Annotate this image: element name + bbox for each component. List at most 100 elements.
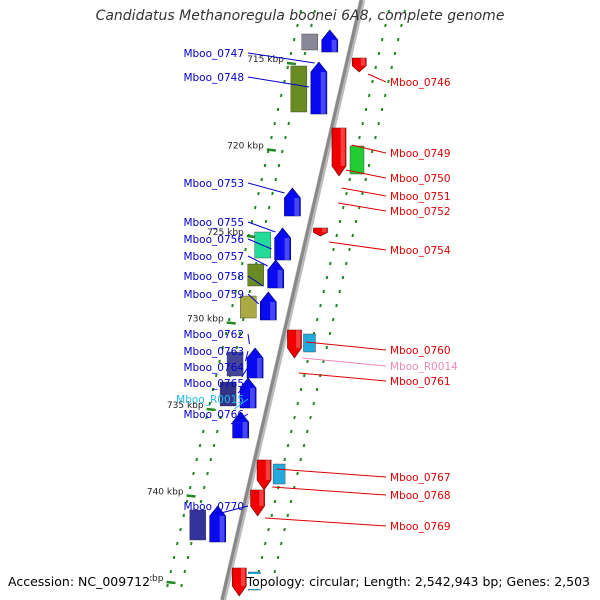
track-dot bbox=[306, 359, 309, 364]
forward-gene-arrow[interactable] bbox=[321, 29, 339, 53]
label-connector bbox=[302, 357, 387, 367]
track-dot bbox=[364, 177, 367, 182]
reverse-gene-arrow[interactable] bbox=[231, 567, 247, 597]
track-dot bbox=[377, 121, 380, 126]
track-dot bbox=[274, 177, 277, 182]
track-dot bbox=[332, 317, 335, 322]
forward-gene-arrow[interactable] bbox=[232, 411, 249, 439]
track-dot bbox=[364, 107, 368, 112]
track-dot bbox=[209, 457, 213, 462]
track-dot bbox=[228, 317, 231, 322]
label-connector bbox=[230, 413, 249, 425]
reverse-gene-arrow[interactable] bbox=[313, 227, 328, 237]
forward-gene-arrow[interactable] bbox=[259, 291, 277, 321]
feature-block bbox=[301, 33, 318, 51]
gene-label-left[interactable]: Mboo_0747 bbox=[183, 48, 244, 60]
track-dot bbox=[390, 65, 393, 70]
gene-label-right[interactable]: Mboo_0754 bbox=[390, 245, 451, 257]
track-dot bbox=[283, 527, 286, 532]
forward-gene-arrow[interactable] bbox=[284, 187, 301, 217]
track-dot bbox=[335, 303, 338, 308]
track-dot bbox=[374, 65, 377, 70]
label-connector bbox=[209, 505, 249, 517]
gene-label-left[interactable]: Mboo_0766 bbox=[183, 409, 244, 421]
reverse-gene-arrow[interactable] bbox=[250, 489, 265, 517]
gene-label-right[interactable]: Mboo_0750 bbox=[390, 173, 451, 185]
track-dot bbox=[361, 191, 364, 196]
track-dot bbox=[182, 513, 186, 518]
track-dot bbox=[172, 555, 176, 560]
gene-label-left[interactable]: Mboo_0764 bbox=[183, 362, 244, 374]
reverse-gene-arrow[interactable] bbox=[331, 127, 347, 177]
forward-gene-arrow[interactable] bbox=[310, 61, 328, 115]
gene-label-right[interactable]: Mboo_0767 bbox=[390, 472, 451, 484]
accession-text: Accession: NC_009712 bbox=[8, 574, 151, 589]
track-dot bbox=[192, 471, 195, 476]
gene-label-left[interactable]: Mboo_R0015 bbox=[176, 394, 244, 406]
track-dot bbox=[393, 51, 397, 56]
track-dot bbox=[211, 387, 215, 392]
track-dot bbox=[221, 345, 224, 350]
gene-label-left[interactable]: Mboo_0756 bbox=[183, 234, 244, 246]
label-connector bbox=[247, 238, 272, 250]
track-dot bbox=[202, 429, 205, 434]
gene-label-right[interactable]: Mboo_R0014 bbox=[390, 361, 458, 373]
track-dot bbox=[348, 247, 351, 252]
rna-block bbox=[272, 463, 286, 485]
gene-label-right[interactable]: Mboo_0746 bbox=[390, 77, 451, 89]
track-dot bbox=[299, 9, 302, 14]
reverse-gene-arrow[interactable] bbox=[351, 57, 367, 73]
gene-label-right[interactable]: Mboo_0760 bbox=[390, 345, 451, 357]
gene-label-right[interactable]: Mboo_0749 bbox=[390, 148, 451, 160]
track-dot bbox=[254, 205, 257, 210]
track-dot bbox=[287, 121, 290, 126]
gene-label-right[interactable]: Mboo_0752 bbox=[390, 206, 451, 218]
track-dot bbox=[315, 387, 319, 392]
track-dot bbox=[380, 107, 384, 112]
track-dot bbox=[374, 135, 377, 140]
gene-label-right[interactable]: Mboo_0768 bbox=[390, 490, 451, 502]
forward-gene-arrow[interactable] bbox=[267, 259, 285, 289]
gene-label-left[interactable]: Mboo_0753 bbox=[183, 178, 244, 190]
gene-label-left[interactable]: Mboo_0757 bbox=[183, 251, 244, 263]
track-dot bbox=[257, 191, 260, 196]
label-connector bbox=[247, 255, 268, 267]
gene-label-left[interactable]: Mboo_0748 bbox=[183, 72, 244, 84]
label-connector bbox=[345, 169, 387, 179]
track-dot bbox=[387, 9, 390, 14]
label-connector bbox=[247, 293, 260, 305]
reverse-gene-arrow[interactable] bbox=[256, 459, 272, 491]
gene-label-right[interactable]: Mboo_0751 bbox=[390, 191, 451, 203]
gene-label-left[interactable]: Mboo_0762 bbox=[183, 329, 244, 341]
gene-label-left[interactable]: Mboo_0765 bbox=[183, 378, 244, 390]
track-dot bbox=[280, 541, 283, 546]
track-dot bbox=[316, 317, 319, 322]
track-dot bbox=[212, 443, 216, 448]
gene-label-left[interactable]: Mboo_0759 bbox=[183, 289, 244, 301]
scale-tick bbox=[266, 148, 276, 152]
track-dot bbox=[371, 79, 374, 84]
reverse-gene-arrow[interactable] bbox=[287, 329, 302, 359]
label-connector bbox=[234, 398, 249, 410]
track-dot bbox=[218, 359, 221, 364]
track-dot bbox=[284, 135, 287, 140]
gene-label-left[interactable]: Mboo_0763 bbox=[183, 346, 244, 358]
forward-gene-arrow[interactable] bbox=[274, 227, 291, 261]
track-dot bbox=[286, 443, 290, 448]
track-dot bbox=[279, 93, 283, 98]
genome-summary-text: Topology: circular; Length: 2,542,943 bp… bbox=[246, 574, 590, 589]
track-dot bbox=[400, 23, 403, 28]
gene-label-left[interactable]: Mboo_0770 bbox=[183, 501, 244, 513]
track-dot bbox=[348, 177, 351, 182]
label-connector bbox=[247, 221, 276, 233]
gene-label-right[interactable]: Mboo_0769 bbox=[390, 521, 451, 533]
gene-label-left[interactable]: Mboo_0755 bbox=[183, 217, 244, 229]
gene-label-left[interactable]: Mboo_0758 bbox=[183, 271, 244, 283]
track-dot bbox=[370, 149, 374, 154]
track-dot bbox=[195, 457, 199, 462]
gene-label-right[interactable]: Mboo_0761 bbox=[390, 376, 451, 388]
forward-gene-arrow[interactable] bbox=[246, 347, 264, 379]
track-dot bbox=[293, 415, 296, 420]
track-dot bbox=[313, 9, 316, 14]
